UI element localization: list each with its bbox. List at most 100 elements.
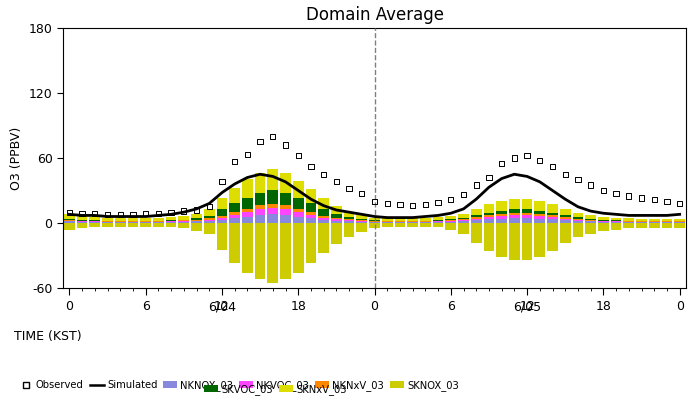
Bar (102, 223, 113, 227)
Bar (496, 223, 507, 256)
Bar (395, 220, 405, 221)
Bar (585, 220, 596, 222)
Bar (127, 222, 139, 223)
Bar (445, 219, 456, 220)
Bar (573, 219, 583, 220)
Bar (267, 204, 278, 208)
Bar (64, 219, 75, 220)
Bar (420, 222, 430, 223)
Bar (344, 223, 354, 237)
Bar (191, 221, 202, 223)
Bar (204, 216, 215, 218)
Bar (305, 215, 316, 218)
Bar (356, 219, 368, 220)
Bar (267, 190, 278, 204)
Bar (674, 222, 685, 223)
Point (64, 209, 75, 215)
Bar (382, 220, 393, 221)
Bar (115, 221, 125, 222)
Point (127, 211, 139, 218)
Point (623, 193, 634, 199)
Legend: Observed, Simulated, NKNOX_03, NKVOC_03, NKNxV_03, SKNOX_03: Observed, Simulated, NKNOX_03, NKVOC_03,… (19, 380, 458, 391)
Point (433, 199, 444, 206)
Bar (153, 223, 164, 227)
Bar (153, 220, 164, 221)
Bar (649, 220, 659, 221)
Bar (649, 223, 659, 228)
Bar (547, 219, 558, 223)
Bar (293, 198, 304, 209)
Point (76, 210, 88, 216)
Bar (458, 219, 469, 220)
Bar (445, 220, 456, 221)
Point (470, 182, 482, 188)
Bar (458, 220, 469, 221)
Bar (166, 217, 176, 220)
Bar (433, 223, 444, 227)
Bar (229, 218, 240, 223)
Bar (344, 220, 354, 221)
Bar (509, 223, 520, 260)
Bar (216, 223, 228, 250)
Bar (573, 223, 583, 237)
Bar (280, 223, 291, 279)
Bar (77, 216, 88, 220)
Bar (420, 218, 430, 220)
Bar (267, 214, 278, 223)
Bar (509, 215, 520, 218)
Point (407, 202, 418, 209)
Bar (624, 222, 634, 223)
Bar (624, 223, 634, 228)
Bar (649, 222, 659, 223)
Point (598, 187, 609, 194)
Bar (331, 219, 342, 221)
Point (496, 160, 507, 167)
Bar (216, 220, 228, 223)
Bar (598, 217, 609, 220)
Bar (585, 219, 596, 220)
Bar (522, 199, 533, 209)
Bar (344, 212, 354, 217)
Bar (204, 220, 215, 221)
Bar (395, 223, 405, 227)
Bar (356, 215, 368, 219)
Bar (115, 222, 125, 223)
Title: Domain Average: Domain Average (305, 6, 444, 24)
Point (458, 192, 469, 198)
Point (216, 179, 228, 185)
Bar (166, 222, 176, 223)
Bar (293, 212, 304, 216)
Bar (636, 218, 647, 220)
Bar (407, 222, 418, 223)
Bar (229, 223, 240, 263)
Point (102, 211, 113, 218)
Point (573, 176, 584, 183)
Point (636, 195, 647, 201)
Bar (280, 173, 291, 193)
Point (140, 210, 151, 216)
Bar (305, 203, 316, 212)
Legend: SKVOC_03, SKNxV_03: SKVOC_03, SKNxV_03 (204, 384, 346, 395)
Point (649, 196, 660, 202)
Point (204, 204, 215, 210)
Bar (433, 221, 444, 222)
Point (305, 164, 316, 170)
Bar (331, 214, 342, 218)
Bar (255, 215, 265, 223)
Bar (496, 216, 507, 219)
Bar (77, 220, 88, 221)
Bar (636, 220, 647, 221)
Bar (331, 218, 342, 219)
Bar (624, 218, 634, 220)
Bar (216, 198, 228, 209)
Point (509, 155, 520, 161)
Text: 6/05: 6/05 (513, 301, 541, 314)
Bar (90, 222, 100, 223)
Bar (280, 215, 291, 223)
Bar (305, 189, 316, 203)
Bar (445, 222, 456, 223)
Bar (90, 217, 100, 220)
Bar (369, 220, 380, 221)
Bar (471, 209, 482, 215)
Bar (522, 223, 533, 260)
